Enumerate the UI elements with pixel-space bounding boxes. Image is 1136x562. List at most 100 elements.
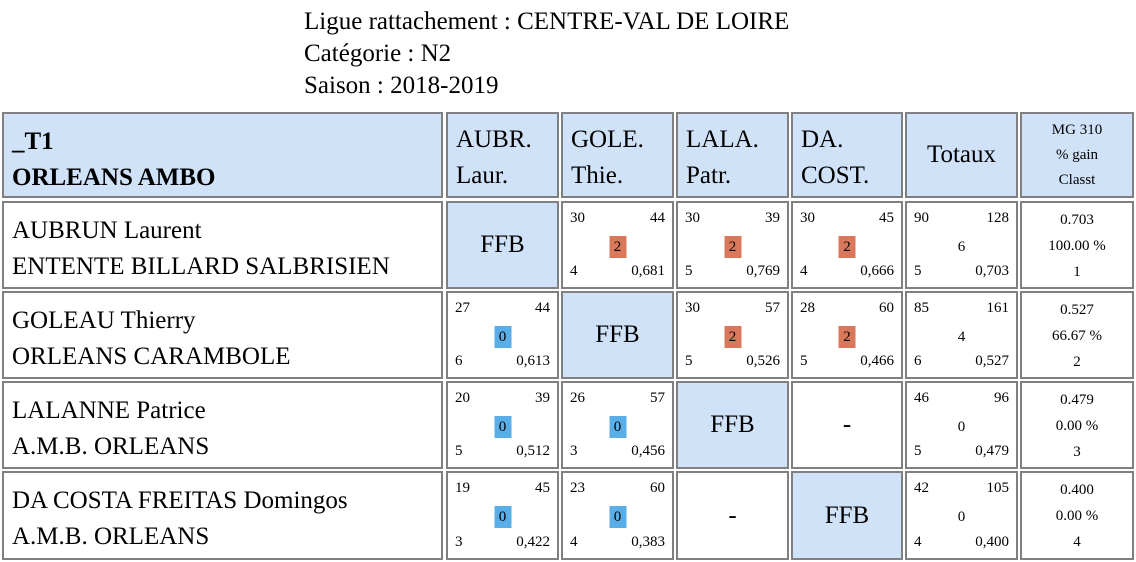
player-club: ENTENTE BILLARD SALBRISIEN: [12, 253, 390, 280]
mg-header: MG 310 % gain Classt: [1020, 112, 1134, 198]
player-cell: DA COSTA FREITAS Domingos A.M.B. ORLEANS: [2, 471, 443, 560]
mg-cell: 0.527 66.67 % 2: [1020, 291, 1134, 379]
total-reprises: 161: [986, 300, 1010, 316]
ffb-cell: FFB: [791, 471, 903, 560]
player-name: AUBRUN Laurent: [12, 217, 202, 244]
column-header-line2: COST.: [801, 162, 870, 189]
total-score: 0: [957, 419, 966, 435]
match-cell: 30 57 2 5 0,526: [676, 291, 789, 379]
total-score: 0: [957, 509, 966, 525]
mg-rank: 3: [1073, 444, 1081, 460]
match-score-badge: 2: [838, 236, 856, 258]
match-score-badge: 2: [838, 326, 856, 348]
mg-percent: 0.00 %: [1055, 508, 1099, 524]
category-line: Catégorie : N2: [304, 40, 452, 67]
totals-cell: 90 128 6 5 0,703: [905, 201, 1018, 289]
total-reprises: 105: [986, 480, 1010, 496]
group-club: ORLEANS AMBO: [12, 164, 216, 191]
ffb-cell: FFB: [561, 291, 674, 379]
total-series: 5: [914, 443, 922, 459]
match-series: 4: [800, 263, 808, 279]
column-header-line2: Laur.: [456, 162, 509, 189]
match-series: 6: [455, 353, 463, 369]
mg-rank: 2: [1073, 354, 1081, 370]
player-name: DA COSTA FREITAS Domingos: [12, 487, 348, 514]
mg-header-line1: MG 310: [1051, 122, 1103, 138]
total-score: 6: [957, 239, 966, 255]
match-cell: 30 44 2 4 0,681: [561, 201, 674, 289]
match-score-badge: 2: [724, 236, 741, 258]
season-line: Saison : 2018-2019: [304, 72, 499, 99]
empty-match-cell: -: [676, 471, 789, 560]
match-score-badge: 2: [609, 236, 626, 258]
match-reprises: 39: [765, 210, 780, 226]
column-header-line2: Thie.: [571, 162, 624, 189]
match-score-badge: 0: [494, 416, 511, 438]
total-reprises: 128: [986, 210, 1010, 226]
mg-average: 0.479: [1060, 392, 1094, 408]
player-club: A.M.B. ORLEANS: [12, 433, 210, 460]
match-average: 0,466: [860, 353, 894, 369]
match-score-badge: 0: [494, 326, 511, 348]
match-points: 27: [455, 300, 470, 316]
player-name: GOLEAU Thierry: [12, 307, 196, 334]
total-points: 90: [914, 210, 929, 226]
match-series: 3: [570, 443, 578, 459]
match-cell: 20 39 0 5 0,512: [446, 381, 559, 469]
total-points: 85: [914, 300, 929, 316]
player-cell: AUBRUN Laurent ENTENTE BILLARD SALBRISIEN: [2, 201, 443, 289]
match-series: 4: [570, 534, 578, 550]
column-header-line1: GOLE.: [571, 126, 644, 153]
column-header-4: DA. COST.: [791, 112, 903, 198]
match-reprises: 45: [879, 210, 894, 226]
mg-average: 0.703: [1060, 212, 1094, 228]
match-average: 0,512: [516, 443, 550, 459]
mg-cell: 0.703 100.00 % 1: [1020, 201, 1134, 289]
match-reprises: 39: [535, 390, 550, 406]
column-header-line1: DA.: [801, 126, 844, 153]
match-points: 30: [685, 300, 700, 316]
match-points: 30: [570, 210, 585, 226]
match-reprises: 44: [535, 300, 550, 316]
total-series: 6: [914, 353, 922, 369]
match-series: 5: [455, 443, 463, 459]
total-average: 0,527: [975, 353, 1009, 369]
mg-rank: 4: [1073, 534, 1081, 550]
match-points: 19: [455, 480, 470, 496]
ffb-cell: FFB: [676, 381, 789, 469]
match-average: 0,769: [746, 263, 780, 279]
match-reprises: 60: [879, 300, 894, 316]
match-cell: 26 57 0 3 0,456: [561, 381, 674, 469]
match-score-badge: 0: [609, 416, 626, 438]
match-average: 0,526: [746, 353, 780, 369]
match-points: 30: [800, 210, 815, 226]
match-average: 0,422: [516, 534, 550, 550]
totals-cell: 85 161 4 6 0,527: [905, 291, 1018, 379]
match-reprises: 45: [535, 480, 550, 496]
total-score: 4: [957, 329, 966, 345]
match-cell: 30 45 2 4 0,666: [791, 201, 903, 289]
match-points: 26: [570, 390, 585, 406]
match-average: 0,666: [860, 263, 894, 279]
total-points: 42: [914, 480, 929, 496]
column-header-line1: AUBR.: [456, 126, 532, 153]
player-club: ORLEANS CARAMBOLE: [12, 343, 291, 370]
match-points: 20: [455, 390, 470, 406]
match-score-badge: 2: [724, 326, 741, 348]
mg-cell: 0.479 0.00 % 3: [1020, 381, 1134, 469]
column-header-2: GOLE. Thie.: [561, 112, 674, 198]
match-average: 0,681: [631, 263, 665, 279]
total-reprises: 96: [994, 390, 1009, 406]
total-average: 0,703: [975, 263, 1009, 279]
match-cell: 27 44 0 6 0,613: [446, 291, 559, 379]
mg-rank: 1: [1073, 264, 1081, 280]
match-series: 5: [800, 353, 808, 369]
match-reprises: 60: [650, 480, 665, 496]
match-series: 5: [685, 263, 693, 279]
column-header-1: AUBR. Laur.: [446, 112, 559, 198]
totals-header: Totaux: [905, 112, 1018, 198]
match-series: 3: [455, 534, 463, 550]
match-reprises: 44: [650, 210, 665, 226]
column-header-line1: LALA.: [686, 126, 759, 153]
column-header-line2: Patr.: [686, 162, 732, 189]
